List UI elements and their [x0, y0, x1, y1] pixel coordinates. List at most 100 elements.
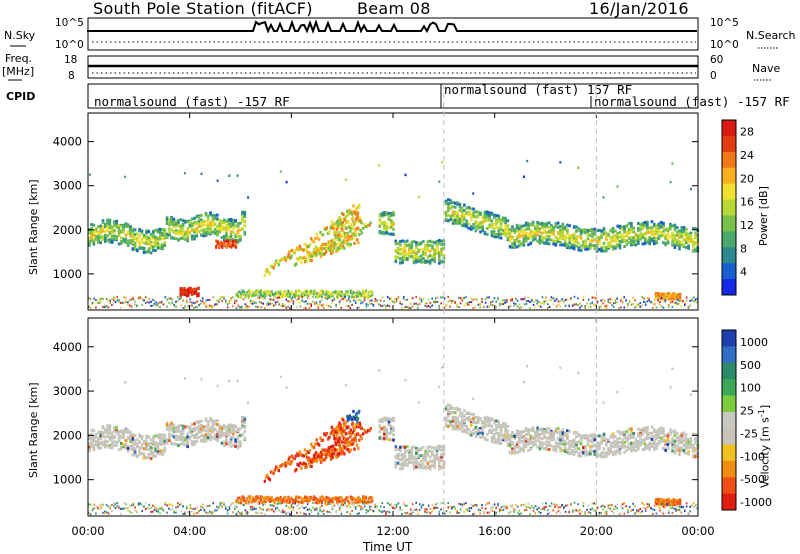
power-speckle	[173, 305, 175, 308]
power-cell	[181, 219, 185, 223]
power-streak	[352, 232, 355, 237]
power-cell	[340, 290, 343, 294]
power-streak	[349, 242, 352, 246]
power-cell	[591, 235, 594, 239]
power-cell	[236, 239, 240, 242]
velocity-cell	[232, 436, 235, 440]
power-cell	[126, 223, 130, 227]
power-cell	[267, 293, 270, 297]
freq-right-bottom: 0	[710, 70, 717, 82]
power-cell	[241, 289, 244, 292]
power-cell	[451, 214, 455, 218]
power-strong	[215, 244, 218, 248]
velocity-cell	[165, 423, 169, 427]
power-cell	[197, 219, 201, 223]
power-speckle	[532, 301, 535, 303]
power-speckle	[689, 187, 692, 191]
velocity-cell	[92, 445, 96, 449]
velocity-cell	[156, 445, 160, 449]
power-speckle	[671, 162, 674, 165]
velocity-cell	[206, 423, 210, 427]
power-cell	[287, 289, 290, 293]
power-speckle	[177, 296, 179, 298]
power-cell	[99, 241, 102, 245]
power-cell	[389, 212, 393, 216]
power-cell	[170, 216, 173, 220]
power-speckle	[130, 298, 133, 301]
power-cell	[618, 235, 622, 239]
power-cell	[396, 242, 400, 246]
power-cell	[188, 224, 192, 228]
power-cell	[394, 250, 398, 254]
power-speckle	[310, 305, 312, 308]
power-cell	[154, 237, 157, 241]
velocity-cell	[506, 443, 510, 447]
power-speckle	[175, 300, 177, 303]
power-streak	[302, 255, 306, 260]
power-cell	[657, 229, 661, 233]
power-cell	[518, 231, 521, 235]
velocity-cell	[229, 430, 233, 434]
velocity-cell	[101, 442, 105, 446]
power-cell	[495, 219, 498, 223]
velocity-cell	[200, 430, 203, 434]
power-cell	[106, 225, 109, 229]
power-cell	[92, 240, 96, 244]
power-speckle	[225, 301, 227, 304]
power-speckle	[303, 306, 305, 309]
power-cell	[142, 234, 146, 237]
power-cell	[333, 291, 336, 294]
velocity-cell	[451, 427, 455, 431]
power-strong	[218, 242, 221, 246]
velocity-cell	[184, 425, 187, 429]
power-streak	[303, 242, 307, 246]
power-speckle	[292, 302, 295, 305]
power-cell	[435, 248, 439, 252]
power-cell	[140, 229, 144, 233]
velocity-cell	[460, 425, 464, 429]
power-cell	[104, 237, 107, 240]
power-cell	[270, 293, 273, 297]
velocity-cell	[412, 457, 416, 461]
power-cell	[399, 243, 402, 247]
power-cell	[415, 241, 418, 245]
power-speckle	[143, 299, 145, 302]
velocity-cell	[591, 440, 594, 444]
power-cell	[129, 234, 132, 238]
power-speckle	[148, 297, 151, 300]
power-cell	[451, 201, 455, 205]
velocity-cell	[563, 432, 567, 436]
velocity-cell	[504, 427, 507, 431]
power-speckle	[290, 299, 293, 302]
power-speckle	[230, 297, 232, 299]
velocity-cell	[607, 447, 610, 451]
power-cell	[630, 236, 633, 240]
power-cell	[213, 216, 217, 219]
power-cell	[534, 237, 537, 241]
power-cell	[623, 227, 626, 231]
velocity-cell	[470, 430, 473, 434]
power-streak	[324, 227, 327, 232]
velocity-cell	[595, 441, 599, 445]
velocity-cell	[584, 450, 587, 454]
power-streak	[321, 247, 325, 251]
power-speckle	[372, 303, 375, 306]
velocity-cell	[422, 456, 425, 460]
power-cell	[618, 231, 622, 234]
power-speckle	[454, 301, 457, 304]
power-cell	[687, 246, 690, 250]
power-cell	[470, 227, 473, 231]
power-speckle	[570, 297, 572, 300]
power-cell	[106, 221, 109, 225]
power-speckle	[317, 306, 320, 309]
power-speckle	[504, 301, 506, 304]
power-cell	[625, 232, 629, 236]
power-speckle	[279, 170, 282, 173]
velocity-cell	[490, 439, 494, 443]
velocity-cell	[145, 443, 148, 446]
power-cell	[655, 236, 658, 240]
power-cell	[186, 219, 189, 223]
velocity-cell	[149, 452, 153, 456]
power-streak	[330, 220, 334, 224]
power-speckle	[609, 301, 611, 304]
